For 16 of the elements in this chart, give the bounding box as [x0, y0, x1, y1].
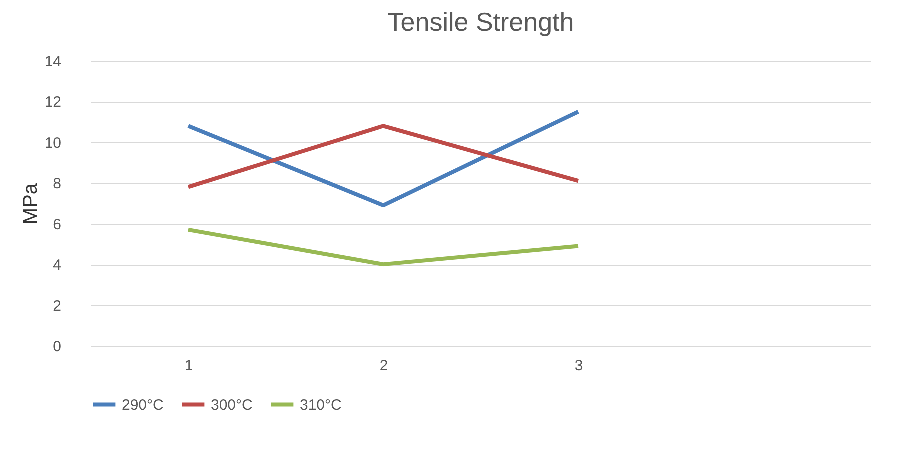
- y-tick-label: 2: [53, 298, 62, 315]
- x-tick-label: 1: [184, 358, 194, 374]
- y-tick-label: 6: [53, 216, 62, 234]
- legend-label: 310°C: [300, 396, 342, 414]
- y-tick-label: 10: [44, 134, 62, 152]
- x-tick-label: 3: [574, 358, 584, 374]
- y-tick-label: 12: [44, 94, 62, 112]
- legend-label: 300°C: [211, 396, 254, 414]
- y-tick-label: 0: [53, 338, 62, 356]
- x-tick-label: 2: [380, 358, 388, 374]
- y-axis-title: MPa: [20, 182, 42, 225]
- y-tick-label: 4: [53, 257, 62, 274]
- y-tick-label: 14: [44, 54, 62, 70]
- legend-label: 290°C: [122, 396, 164, 414]
- chart-title: Tensile Strength: [388, 7, 574, 37]
- y-tick-label: 8: [53, 176, 62, 193]
